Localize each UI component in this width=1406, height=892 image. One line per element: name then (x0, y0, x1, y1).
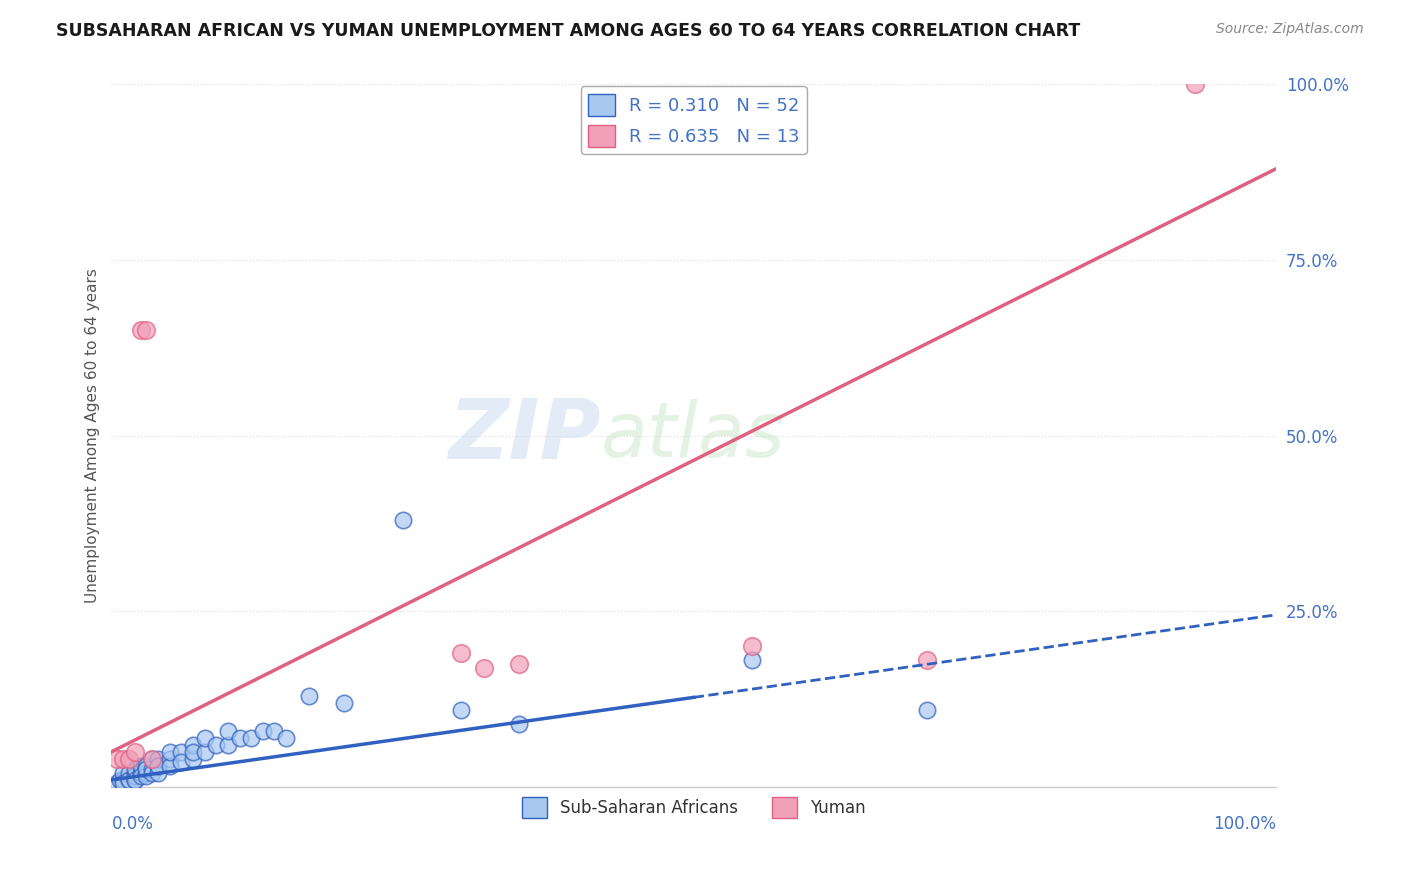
Point (129, 765, 152, 780)
Point (508, 716, 530, 731)
Text: atlas: atlas (600, 399, 785, 473)
Point (146, 752, 169, 766)
Point (217, 738, 239, 752)
Point (141, 765, 163, 780)
Point (129, 323, 152, 337)
Point (741, 653, 763, 667)
Point (105, 752, 128, 766)
Point (146, 759, 169, 773)
Point (105, 776, 128, 790)
Point (159, 752, 181, 766)
Point (129, 759, 152, 773)
Point (124, 772, 146, 787)
Point (915, 703, 938, 717)
Point (118, 765, 141, 780)
Point (112, 776, 135, 790)
Point (108, 772, 131, 787)
Text: SUBSAHARAN AFRICAN VS YUMAN UNEMPLOYMENT AMONG AGES 60 TO 64 YEARS CORRELATION C: SUBSAHARAN AFRICAN VS YUMAN UNEMPLOYMENT… (56, 22, 1080, 40)
Point (741, 640, 763, 654)
Point (141, 752, 163, 766)
Point (170, 745, 193, 759)
Point (508, 657, 530, 671)
Point (228, 731, 250, 745)
Text: 0.0%: 0.0% (111, 815, 153, 833)
Point (124, 765, 146, 780)
Point (135, 763, 157, 777)
Point (141, 763, 163, 777)
Y-axis label: Unemployment Among Ages 60 to 64 years: Unemployment Among Ages 60 to 64 years (86, 268, 100, 603)
Point (118, 772, 141, 787)
Point (124, 763, 146, 777)
Point (194, 745, 217, 759)
Point (194, 731, 217, 745)
Point (274, 731, 297, 745)
Point (391, 513, 413, 527)
Point (263, 723, 285, 738)
Point (159, 759, 181, 773)
Point (135, 769, 157, 783)
Point (135, 759, 157, 773)
Point (333, 696, 356, 710)
Text: ZIP: ZIP (449, 395, 600, 476)
Point (118, 772, 141, 787)
Point (181, 745, 204, 759)
Text: 100.0%: 100.0% (1213, 815, 1277, 833)
Point (112, 772, 135, 787)
Point (915, 653, 938, 667)
Point (124, 745, 146, 759)
Point (217, 723, 239, 738)
Text: Source: ZipAtlas.com: Source: ZipAtlas.com (1216, 22, 1364, 37)
Point (205, 738, 228, 752)
Point (112, 752, 135, 766)
Point (252, 723, 274, 738)
Point (450, 703, 472, 717)
Point (112, 765, 135, 780)
Point (146, 759, 169, 773)
Point (170, 756, 193, 770)
Point (124, 769, 146, 783)
Point (118, 752, 141, 766)
Point (129, 769, 152, 783)
Point (135, 765, 157, 780)
Point (135, 323, 157, 337)
Point (159, 745, 181, 759)
Point (298, 689, 321, 703)
Point (141, 752, 163, 766)
Point (240, 731, 263, 745)
Point (1184, 78, 1206, 92)
Legend: R = 0.310   N = 52, R = 0.635   N = 13: R = 0.310 N = 52, R = 0.635 N = 13 (581, 87, 807, 154)
Point (181, 738, 204, 752)
Point (124, 772, 146, 787)
Point (181, 752, 204, 766)
Point (146, 765, 169, 780)
Point (450, 647, 472, 661)
Point (472, 660, 495, 674)
